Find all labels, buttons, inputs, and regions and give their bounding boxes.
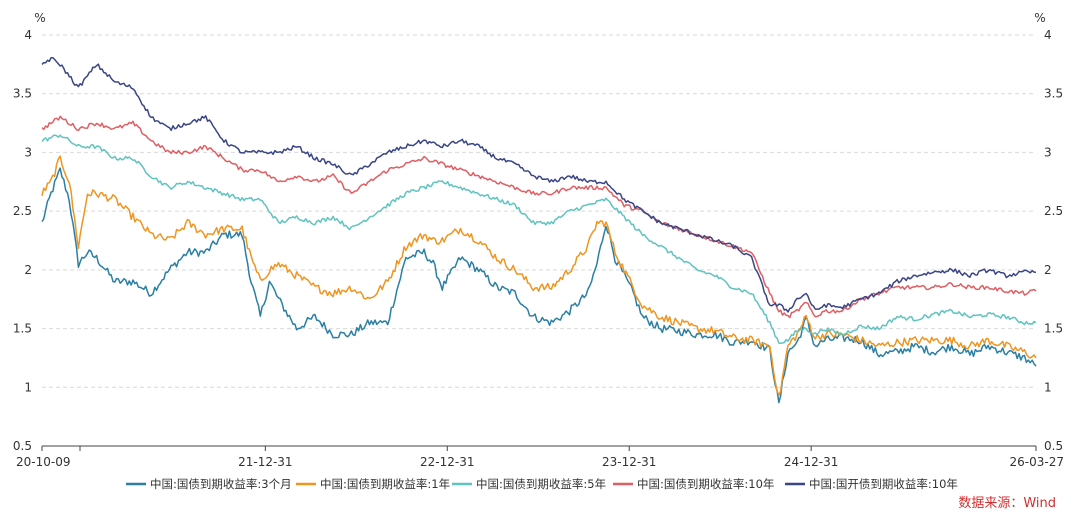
gridlines [42,34,1036,388]
y-tick-label-right: 4 [1044,28,1052,42]
x-ticks: 20-10-09 21-12-31 22-12-31 23-12-31 24-12-31… [16,446,1064,469]
series-line-4 [41,56,1037,313]
y-tick-label-left: 1.5 [13,322,32,336]
y-tick-label-left: 2 [24,263,32,277]
x-tick-label: 26-03-27 [1010,455,1064,469]
y-ticks-left: 0.5 1 1.5 2 2.5 3 3.5 4 [13,28,32,453]
y-tick-label-left: 2.5 [13,204,32,218]
x-tick-label: 21-12-31 [238,455,292,469]
legend-label: 中国:国开债到期收益率:10年 [809,477,958,491]
legend-label: 中国:国债到期收益率:10年 [637,477,774,491]
y-ticks-right: 0.5 1 1.5 2 2.5 3 3.5 4 [1044,28,1063,453]
data-source: 数据来源：Wind [958,496,1056,511]
y-tick-label-left: 4 [24,28,32,42]
legend-label: 中国:国债到期收益率:3个月 [150,477,292,491]
y-axis-unit-left: % [34,11,45,25]
x-tick-label: 24-12-31 [784,455,838,469]
y-tick-label-right: 3.5 [1044,87,1063,101]
y-tick-label-left: 3.5 [13,87,32,101]
series-line-1 [41,155,1037,396]
y-tick-label-right: 0.5 [1044,439,1063,453]
legend-label: 中国:国债到期收益率:5年 [476,477,606,491]
x-tick-label: 23-12-31 [602,455,656,469]
y-tick-label-left: 0.5 [13,439,32,453]
y-tick-label-right: 2.5 [1044,204,1063,218]
y-tick-label-right: 1.5 [1044,322,1063,336]
series-lines [41,56,1037,404]
y-tick-label-right: 2 [1044,263,1052,277]
x-tick-label: 22-12-31 [420,455,474,469]
y-tick-label-left: 1 [24,380,32,394]
y-tick-label-right: 1 [1044,380,1052,394]
legend: 中国:国债到期收益率:3个月 中国:国债到期收益率:1年 中国:国债到期收益率:5年… [126,477,958,491]
y-tick-label-right: 3 [1044,145,1052,159]
y-tick-label-left: 3 [24,145,32,159]
x-tick-label: 20-10-09 [16,455,70,469]
legend-label: 中国:国债到期收益率:1年 [320,477,450,491]
series-line-0 [41,167,1037,404]
y-axis-unit-right: % [1034,11,1045,25]
series-line-2 [41,134,1037,344]
